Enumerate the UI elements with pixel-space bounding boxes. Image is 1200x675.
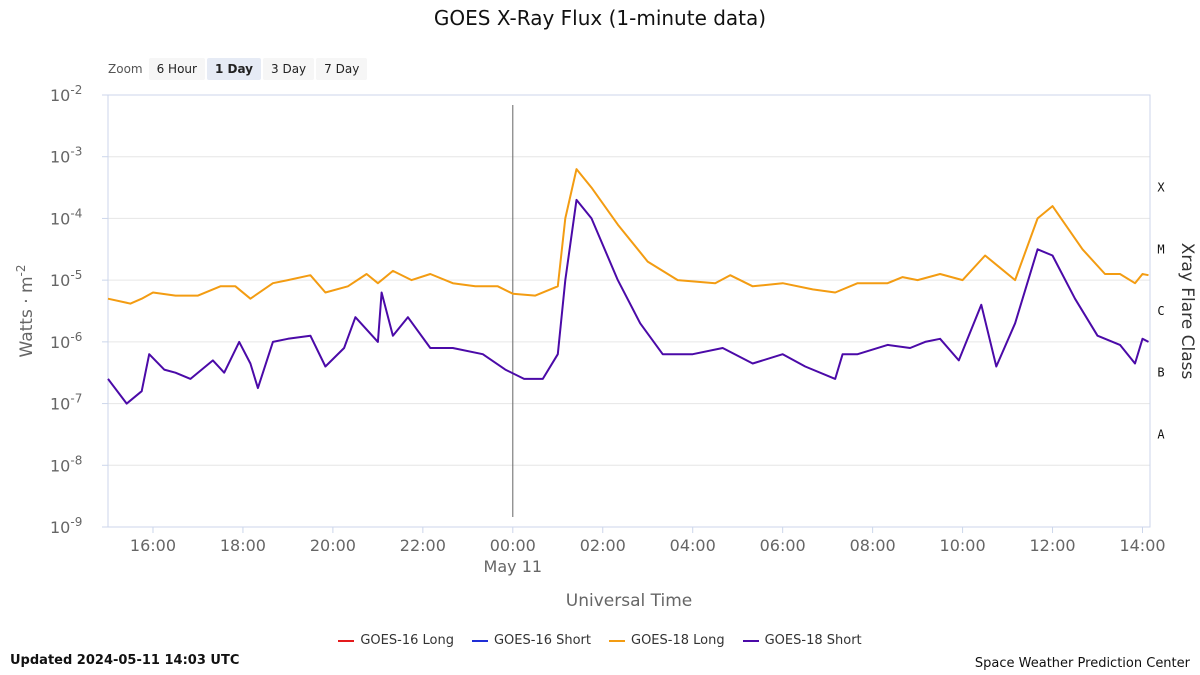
legend-label: GOES-18 Long bbox=[631, 633, 725, 648]
y-axis-title: Watts · m-2 bbox=[14, 264, 37, 357]
y2-axis-title: Xray Flare Class bbox=[1177, 243, 1197, 380]
x-tick-label: 10:00 bbox=[940, 536, 986, 555]
zoom-control: Zoom 6 Hour 1 Day 3 Day 7 Day bbox=[108, 58, 368, 80]
flare-class-label: C bbox=[1157, 304, 1164, 318]
x-tick-label: 14:00 bbox=[1119, 536, 1165, 555]
day-marker-label: May 11 bbox=[484, 557, 543, 576]
chart-legend: GOES-16 Long GOES-16 Short GOES-18 Long … bbox=[0, 633, 1200, 648]
x-tick-label: 04:00 bbox=[670, 536, 716, 555]
y-tick-label: 10-9 bbox=[50, 515, 82, 537]
zoom-1-day-button[interactable]: 1 Day bbox=[206, 58, 261, 80]
zoom-label: Zoom bbox=[108, 62, 143, 76]
updated-timestamp: Updated 2024-05-11 14:03 UTC bbox=[10, 653, 240, 668]
legend-swatch bbox=[742, 639, 759, 642]
x-axis-title: Universal Time bbox=[566, 591, 692, 611]
x-tick-label: 12:00 bbox=[1029, 536, 1075, 555]
y-tick-label: 10-6 bbox=[50, 330, 82, 352]
x-tick-label: 00:00 bbox=[490, 536, 536, 555]
x-tick-label: 08:00 bbox=[850, 536, 896, 555]
y-tick-label: 10-3 bbox=[50, 145, 82, 167]
flare-class-label: B bbox=[1157, 366, 1164, 380]
x-tick-label: 20:00 bbox=[310, 536, 356, 555]
y-tick-label: 10-7 bbox=[50, 392, 82, 414]
x-tick-label: 02:00 bbox=[580, 536, 626, 555]
zoom-6-hour-button[interactable]: 6 Hour bbox=[148, 58, 205, 80]
x-tick-label: 16:00 bbox=[130, 536, 176, 555]
y-tick-label: 10-2 bbox=[50, 83, 82, 105]
zoom-3-day-button[interactable]: 3 Day bbox=[263, 58, 315, 80]
legend-item-goes16-long[interactable]: GOES-16 Long bbox=[338, 633, 454, 648]
y-tick-label: 10-5 bbox=[50, 268, 82, 290]
plot-border bbox=[107, 94, 1151, 528]
zoom-7-day-button[interactable]: 7 Day bbox=[316, 58, 368, 80]
credit-text: Space Weather Prediction Center bbox=[974, 656, 1190, 671]
flare-class-label: M bbox=[1157, 242, 1164, 256]
legend-swatch bbox=[471, 639, 488, 642]
chart-title: GOES X-Ray Flux (1-minute data) bbox=[433, 6, 767, 30]
legend-label: GOES-16 Long bbox=[360, 633, 454, 648]
flare-class-label: X bbox=[1157, 181, 1165, 195]
flare-class-label: A bbox=[1157, 427, 1165, 441]
legend-swatch bbox=[338, 639, 355, 642]
series-line-goes-18-long bbox=[107, 168, 1149, 305]
legend-swatch bbox=[609, 639, 625, 642]
y-tick-label: 10-4 bbox=[50, 206, 82, 228]
legend-label: GOES-18 Short bbox=[764, 633, 862, 648]
series-line-goes-18-short bbox=[107, 198, 1149, 405]
legend-item-goes16-short[interactable]: GOES-16 Short bbox=[471, 633, 591, 648]
x-tick-label: 18:00 bbox=[220, 536, 266, 555]
x-tick-label: 06:00 bbox=[760, 536, 806, 555]
legend-item-goes18-long[interactable]: GOES-18 Long bbox=[609, 633, 725, 648]
legend-item-goes18-short[interactable]: GOES-18 Short bbox=[742, 633, 862, 648]
y-tick-label: 10-8 bbox=[50, 453, 82, 475]
x-tick-label: 22:00 bbox=[400, 536, 446, 555]
legend-label: GOES-16 Short bbox=[493, 633, 591, 648]
